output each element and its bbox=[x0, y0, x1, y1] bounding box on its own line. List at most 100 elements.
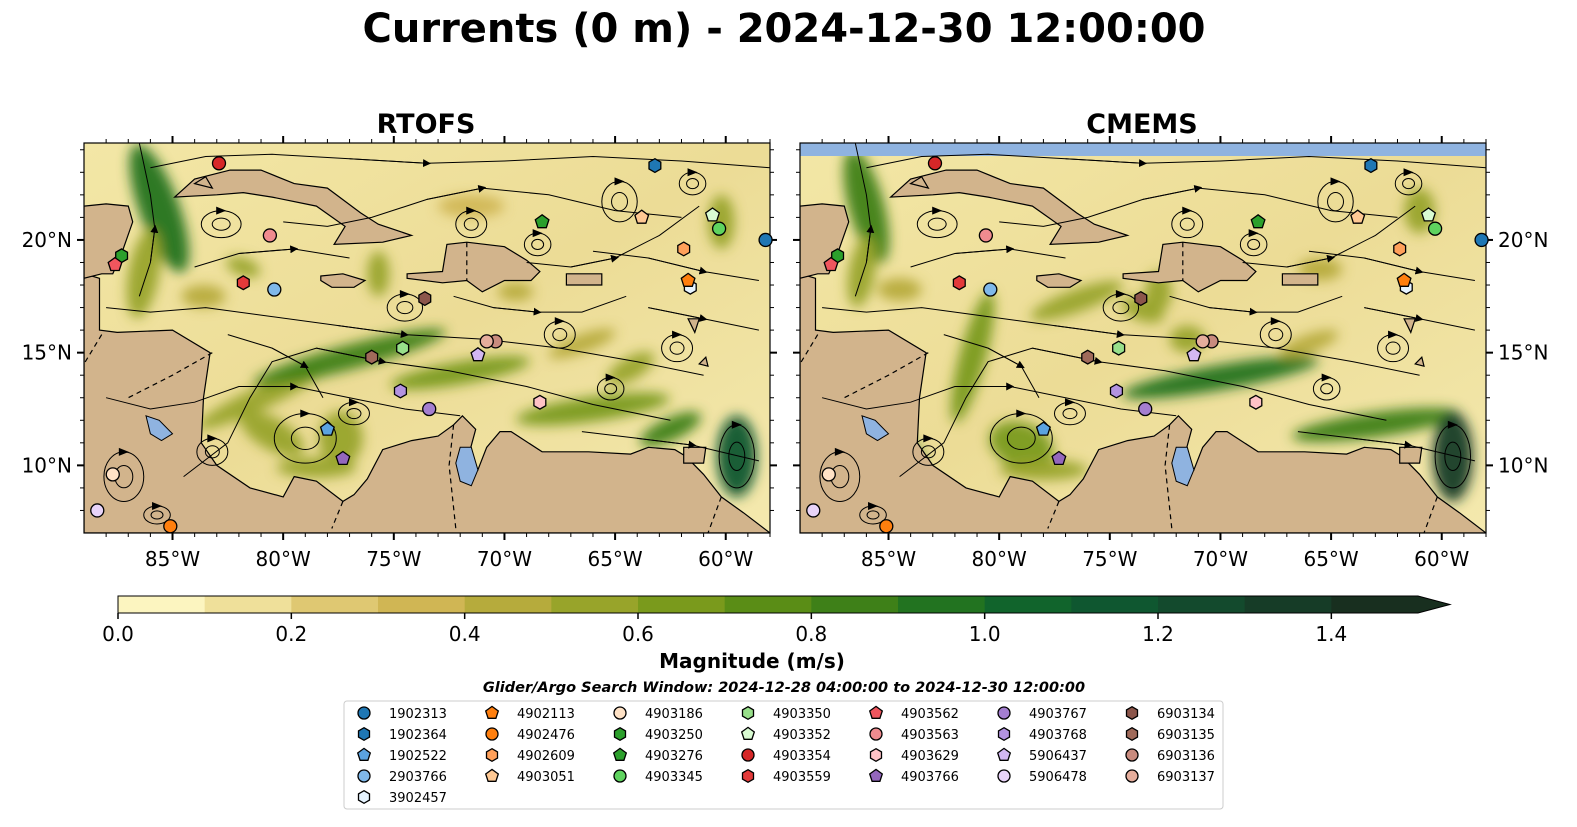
panel-right-eddy-arrow-5 bbox=[1182, 206, 1193, 215]
panel-right-eddy-inner-8 bbox=[1385, 341, 1401, 355]
legend-label-6903135: 6903135 bbox=[1157, 728, 1215, 743]
panel-left-float-4903352 bbox=[704, 207, 721, 222]
panel-left-eddy-inner-9 bbox=[531, 238, 545, 251]
panel-right-streamline-arrow-12 bbox=[1209, 307, 1258, 316]
panel-left-float-4903276 bbox=[534, 213, 550, 229]
legend-label-4903629: 4903629 bbox=[901, 749, 959, 764]
legend-marker-1902364 bbox=[357, 726, 371, 742]
panel-left-speed-patch-17 bbox=[606, 351, 655, 385]
legend-label-4903345: 4903345 bbox=[645, 770, 703, 785]
legend-label-4903352: 4903352 bbox=[773, 728, 831, 743]
legend-marker-4903563 bbox=[869, 727, 883, 741]
colorbar-cell-0 bbox=[118, 596, 206, 613]
legend-label-6903136: 6903136 bbox=[1157, 749, 1215, 764]
panel-right-eddy-inner-4 bbox=[927, 217, 947, 231]
panel-right-float-1902313 bbox=[1474, 232, 1489, 248]
legend-label-4903250: 4903250 bbox=[645, 728, 703, 743]
panel-left-land-6 bbox=[683, 446, 707, 464]
panel-left-border-1 bbox=[84, 334, 103, 365]
legend-marker-4902476 bbox=[485, 727, 499, 741]
colorbar-cell-9 bbox=[898, 596, 986, 613]
cmems-panel: CMEMS 85°W 80°W 75°W 70°W 65°W 60°W 20°N 15°N 10… bbox=[793, 109, 1548, 571]
panel-right-streamline-arrow-2 bbox=[1054, 325, 1125, 339]
panel-left-float-4903051 bbox=[634, 209, 650, 224]
panel-right-float-4903345 bbox=[1427, 221, 1443, 236]
panel-right-eddy-inner-10 bbox=[1062, 407, 1078, 420]
legend-label-5906437: 5906437 bbox=[1029, 749, 1087, 764]
panel-left-eddy-arrow-13 bbox=[687, 168, 698, 177]
panel-right-eddy-arrow-3 bbox=[1330, 177, 1341, 186]
legend-marker-4903629 bbox=[869, 747, 883, 763]
legend-marker-1902313 bbox=[357, 706, 371, 720]
panel-left-eddy-inner-2 bbox=[728, 441, 746, 472]
panel-right-float-4903276 bbox=[1250, 213, 1266, 229]
panel-right-eddy-arrow-7 bbox=[1270, 317, 1281, 326]
panel-left-eddy-arrow-6 bbox=[399, 290, 410, 299]
float-legend: 1902313 1902364 1902522 2903766 3902457 49021… bbox=[343, 700, 1224, 810]
panel-right-float-6903135 bbox=[1081, 349, 1095, 365]
legend-label-1902522: 1902522 bbox=[389, 749, 447, 764]
panel-left-speed-patch-10 bbox=[240, 411, 304, 457]
cmems-no-data-band bbox=[800, 143, 1486, 156]
panel-left-eddy-inner-12 bbox=[204, 445, 220, 459]
panel-left-streamline-arrow-10 bbox=[570, 254, 620, 268]
panel-left-land-5 bbox=[565, 273, 603, 286]
panel-right-speed-patch-13 bbox=[1279, 330, 1339, 358]
colorbar-tick-label-4: 0.8 bbox=[795, 622, 827, 646]
colorbar-cell-10 bbox=[984, 596, 1072, 613]
colorbar-cell-6 bbox=[638, 596, 726, 613]
panel-right-eddy-inner-2 bbox=[1444, 441, 1462, 472]
panel-right-border-0 bbox=[844, 352, 929, 399]
panel-right-land-9 bbox=[909, 175, 930, 190]
cmems-panel-title: CMEMS bbox=[1086, 109, 1197, 140]
panel-left-speed-patch-3 bbox=[253, 328, 446, 386]
legend-label-1902364: 1902364 bbox=[389, 728, 447, 743]
panel-left-float-1902313 bbox=[758, 232, 773, 248]
panel-right-speed-patch-0 bbox=[843, 149, 890, 263]
panel-left-border-2 bbox=[331, 501, 344, 529]
panel-right-speed-patch-1 bbox=[847, 235, 877, 308]
panel-left-land-2 bbox=[173, 169, 414, 246]
panel-left-float-5906478 bbox=[90, 503, 105, 518]
legend-marker-3902457 bbox=[357, 789, 371, 805]
panel-left-land-9 bbox=[193, 175, 214, 190]
legend-marker-4903562 bbox=[868, 705, 884, 719]
panel-right-float-4903768 bbox=[1109, 383, 1124, 399]
panel-left-eddy-inner-4 bbox=[211, 217, 231, 231]
colorbar-tick-label-2: 0.4 bbox=[449, 622, 481, 646]
panel-right-speed-patch-17 bbox=[1121, 296, 1165, 323]
panel-left-float-4903186 bbox=[105, 467, 120, 482]
panel-right-streamline-arrow-4 bbox=[1142, 184, 1203, 200]
panel-left-land-7 bbox=[698, 356, 709, 368]
figure-title: Currents (0 m) - 2024-12-30 12:00:00 bbox=[363, 6, 1206, 52]
legend-marker-4903186 bbox=[613, 706, 627, 720]
panel-left-land-8 bbox=[687, 318, 701, 334]
colorbar-cell-8 bbox=[811, 596, 899, 613]
panel-right-speed-patch-8 bbox=[1432, 411, 1473, 502]
panel-left-ytick-label-2: 10°N bbox=[22, 453, 72, 477]
panel-left-border-0 bbox=[128, 352, 213, 399]
panel-left-streamline-arrow-7 bbox=[648, 307, 708, 322]
panel-right-eddy-arrow-12 bbox=[923, 434, 934, 443]
legend-label-4902476: 4902476 bbox=[517, 728, 575, 743]
colorbar-tick-label-3: 0.6 bbox=[622, 622, 654, 646]
panel-right-xtick-label-2: 75°W bbox=[1082, 547, 1137, 571]
panel-right-streamline-arrow-5 bbox=[1065, 158, 1147, 168]
panel-left-float-1902364 bbox=[648, 157, 662, 174]
panel-left-streamline-arrow-11 bbox=[271, 347, 309, 369]
panel-right-float-1902364 bbox=[1364, 157, 1378, 174]
panel-left-float-4903354 bbox=[211, 156, 227, 171]
legend-marker-4903350 bbox=[741, 705, 755, 721]
panel-right-xtick-label-1: 80°W bbox=[972, 547, 1027, 571]
colorbar-cell-11 bbox=[1071, 596, 1159, 613]
panel-right-border-2 bbox=[1047, 501, 1060, 529]
panel-left-float-6903137 bbox=[479, 334, 494, 349]
panel-left-streamline-arrow-6 bbox=[648, 257, 708, 275]
panel-right-xtick-label-4: 65°W bbox=[1303, 547, 1358, 571]
panel-right-land-6 bbox=[1399, 446, 1423, 464]
panel-left-float-4903767 bbox=[422, 401, 437, 417]
panel-left-eddy-inner-6 bbox=[396, 300, 414, 315]
panel-right-speed-patch-5 bbox=[989, 421, 1054, 470]
legend-label-6903134: 6903134 bbox=[1157, 707, 1215, 722]
panel-right-float-4903186 bbox=[821, 467, 836, 482]
